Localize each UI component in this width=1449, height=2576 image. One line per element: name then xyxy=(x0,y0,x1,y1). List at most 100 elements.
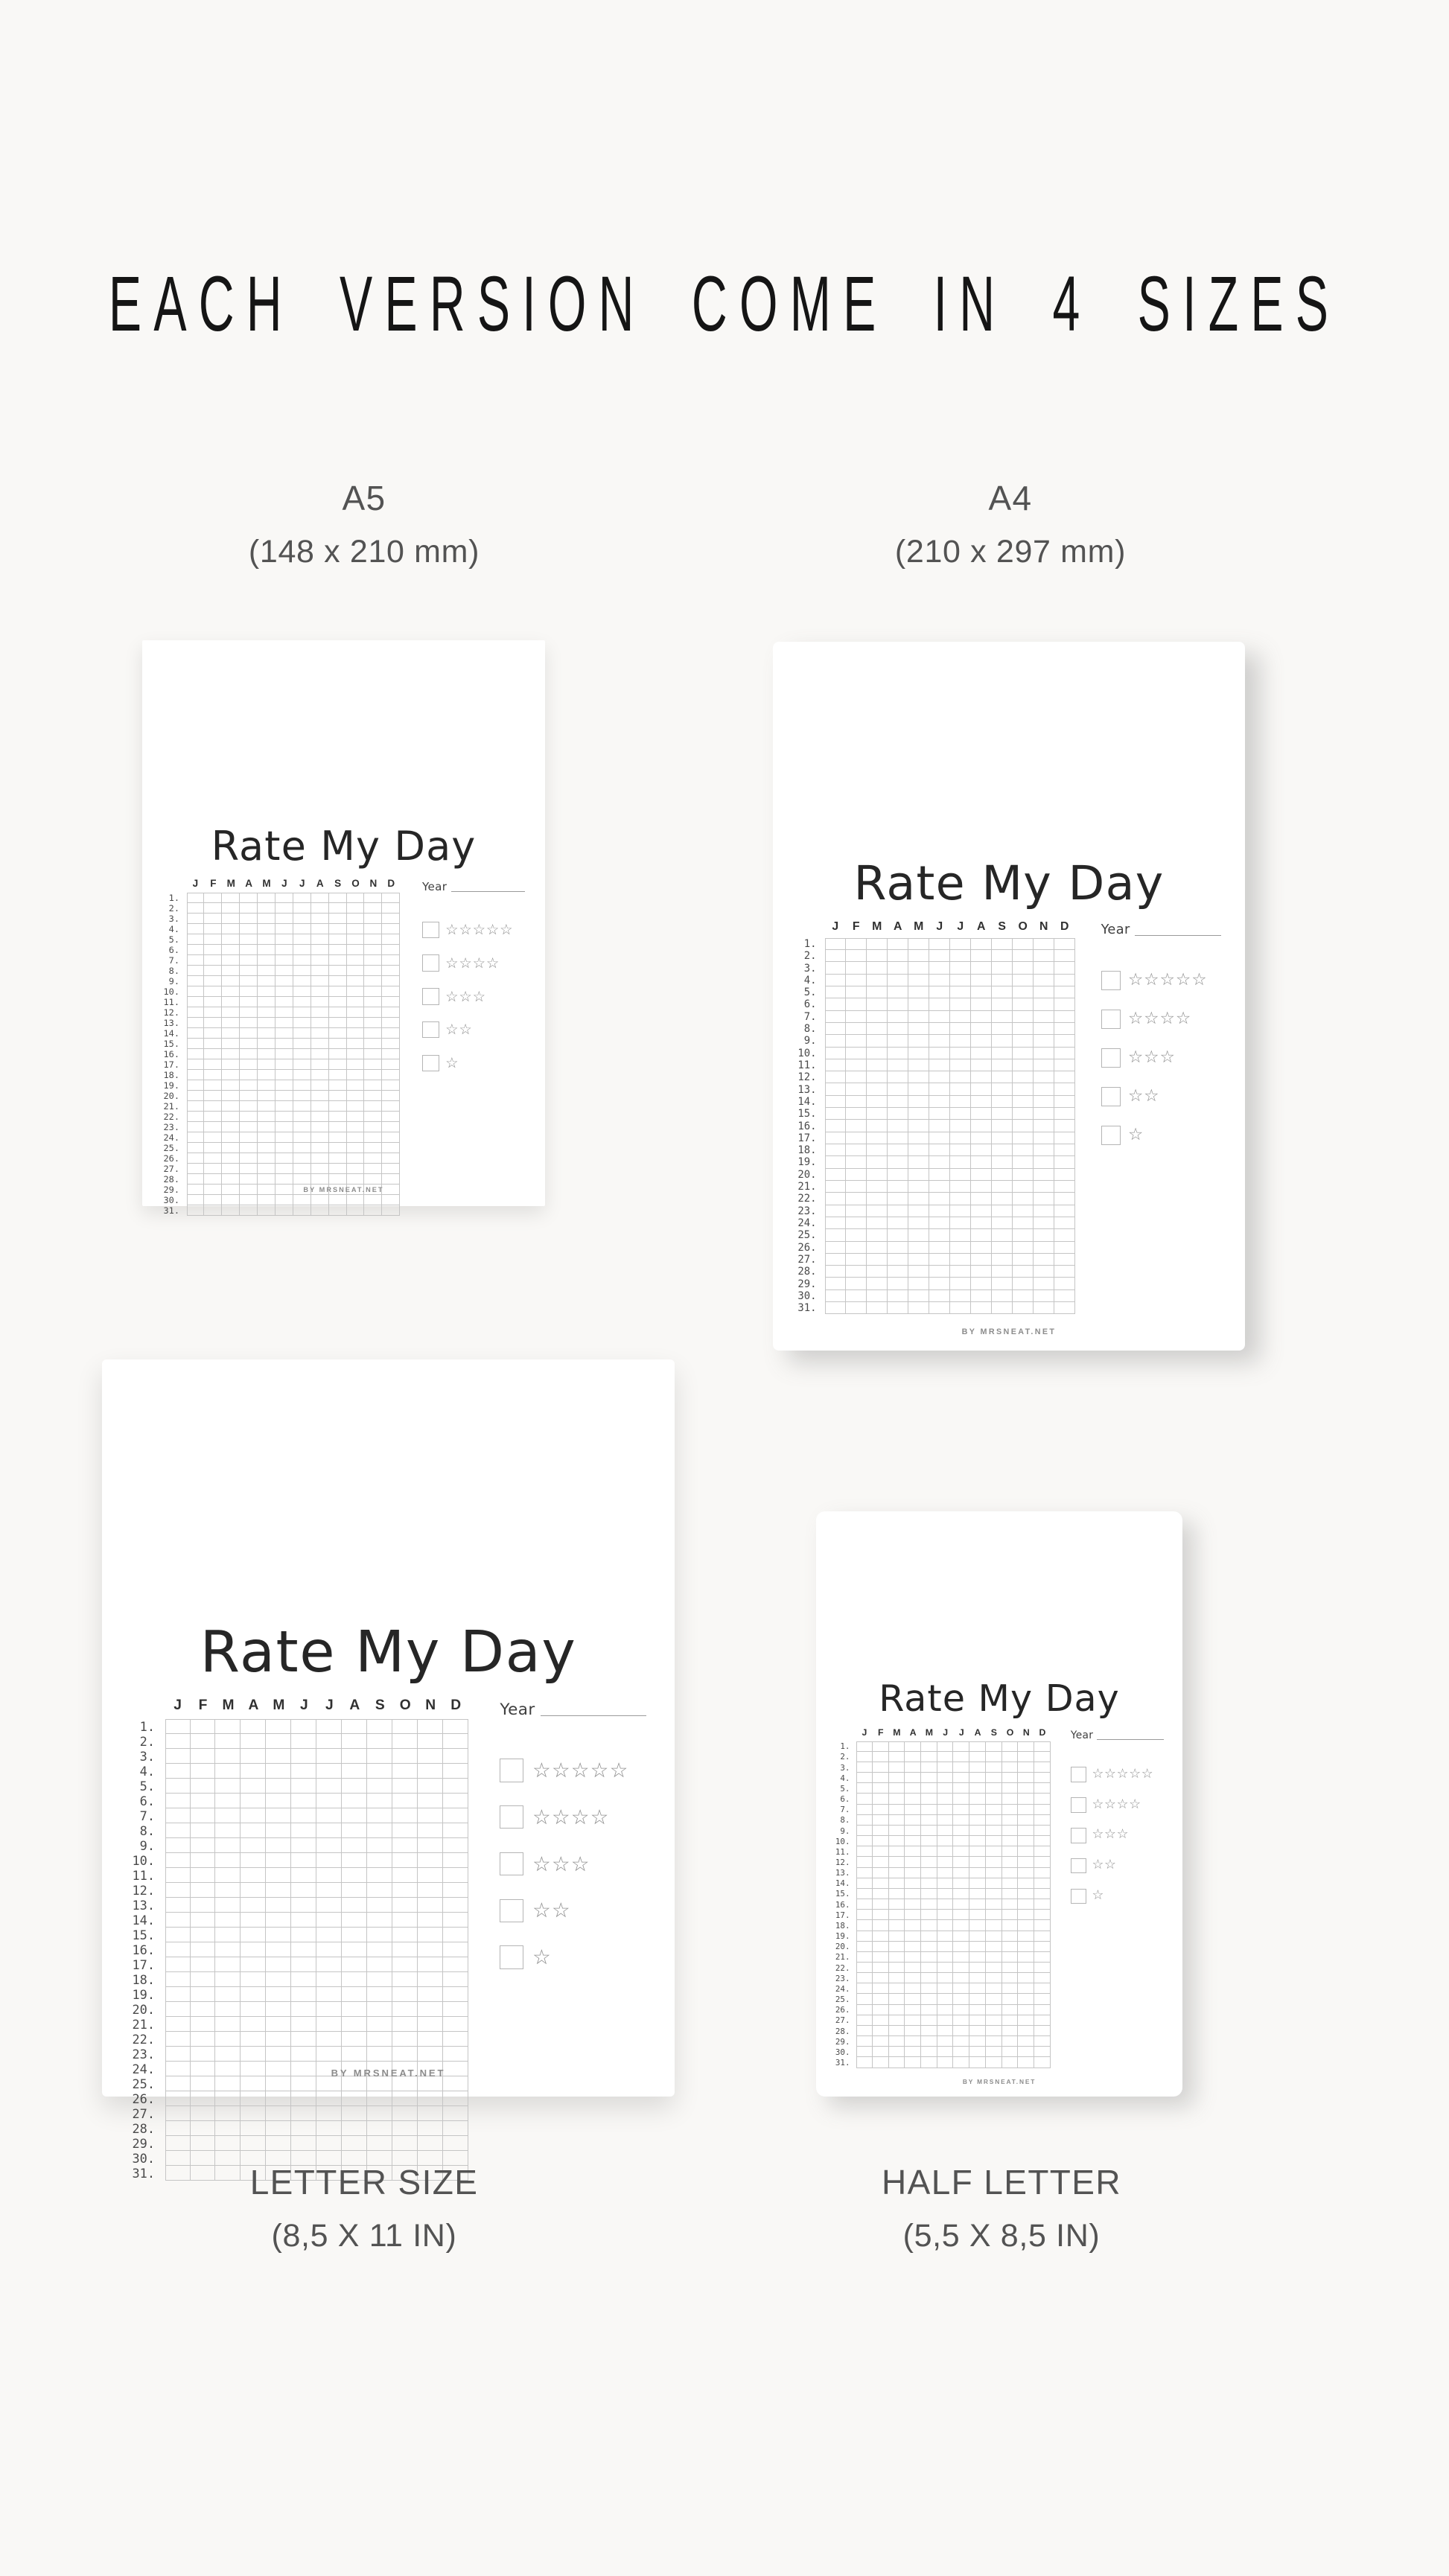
grid-cell xyxy=(970,974,992,986)
grid-cell xyxy=(949,1217,971,1230)
star-icons: ☆ xyxy=(445,1054,459,1072)
grid-cell xyxy=(953,1951,970,1963)
grid-cell xyxy=(382,934,401,946)
grid-cell xyxy=(991,950,1013,963)
month-initial: O xyxy=(1006,1727,1014,1738)
grid-cell xyxy=(888,2036,905,2047)
grid-cell xyxy=(1033,1278,1054,1290)
grid-cell xyxy=(240,976,258,987)
grid-cell xyxy=(190,2091,216,2106)
grid-cell xyxy=(991,1168,1013,1181)
grid-cell xyxy=(364,1070,383,1081)
day-number: 30. xyxy=(132,2150,156,2166)
grid-cell xyxy=(908,1168,929,1181)
month-initial: A xyxy=(976,920,986,934)
grid-cell xyxy=(1054,1289,1075,1303)
grid-cell xyxy=(824,1071,846,1084)
grid-cell xyxy=(845,1083,867,1096)
size-label-half-letter: HALF LETTER (5,5 X 8,5 IN) xyxy=(882,2155,1121,2262)
grid-cell xyxy=(953,1941,970,1952)
grid-cell xyxy=(222,1080,241,1091)
grid-cell xyxy=(872,2047,889,2058)
grid-cell xyxy=(328,1195,347,1206)
rating-legend-row: ☆ xyxy=(1101,1125,1226,1145)
grid-cell xyxy=(887,1156,908,1169)
grid-cell xyxy=(921,1836,937,1847)
grid-cell xyxy=(929,1095,950,1109)
grid-cell xyxy=(970,1168,992,1181)
day-number: 11. xyxy=(132,1867,156,1883)
grid-cell xyxy=(1054,986,1075,999)
grid-cell xyxy=(382,1059,401,1071)
day-number: 26. xyxy=(835,2005,850,2015)
grid-cell xyxy=(316,2001,343,2017)
grid-cell xyxy=(1054,937,1075,951)
grid-cell xyxy=(241,1986,267,2002)
grid-cell xyxy=(1054,998,1075,1011)
grid-cell xyxy=(342,1957,368,1972)
grid-cell xyxy=(872,2036,889,2047)
rating-checkbox xyxy=(500,1852,523,1876)
grid-cell xyxy=(991,998,1013,1011)
grid-cell xyxy=(240,903,258,914)
grid-cell xyxy=(310,1059,329,1071)
grid-cell xyxy=(316,2046,343,2062)
grid-cell xyxy=(856,1783,873,1794)
grid-cell xyxy=(328,1164,347,1175)
grid-cell xyxy=(364,1080,383,1091)
grid-cell xyxy=(186,1143,205,1154)
grid-cell xyxy=(392,1718,418,1734)
grid-cell xyxy=(328,1132,347,1144)
grid-cell xyxy=(953,1920,970,1931)
grid-cell xyxy=(1018,1857,1035,1868)
day-number: 14. xyxy=(797,1095,817,1108)
size-label-letter: LETTER SIZE (8,5 X 11 IN) xyxy=(250,2155,479,2262)
grid-cell xyxy=(240,997,258,1008)
grid-cell xyxy=(856,1920,873,1931)
grid-cell xyxy=(342,1986,368,2002)
grid-cell xyxy=(905,2057,922,2068)
grid-cell xyxy=(364,903,383,914)
grid-cell xyxy=(215,1971,241,1987)
planner-title: Rate My Day xyxy=(200,1619,577,1686)
grid-cell xyxy=(310,1101,329,1112)
grid-cell xyxy=(872,2015,889,2026)
grid-cell xyxy=(866,1010,888,1023)
grid-cell xyxy=(186,1080,205,1091)
grid-cell xyxy=(991,1253,1013,1266)
day-number: 26. xyxy=(797,1241,817,1254)
grid-cell xyxy=(382,945,401,956)
grid-cell xyxy=(346,1164,365,1175)
grid-cell xyxy=(866,1253,888,1266)
grid-cell xyxy=(418,2120,444,2136)
grid-cell xyxy=(921,1920,937,1931)
grid-cell xyxy=(953,1867,970,1878)
grid-cell xyxy=(953,1804,970,1815)
grid-cell xyxy=(1001,1973,1019,1984)
rating-checkbox xyxy=(1101,1009,1121,1029)
grid-cell xyxy=(316,1748,343,1764)
day-number: 2. xyxy=(168,903,179,914)
day-number: 4. xyxy=(168,924,179,935)
grid-cell xyxy=(215,1837,241,1853)
day-number: 2. xyxy=(840,1752,850,1762)
grid-cell xyxy=(291,2135,317,2151)
grid-cell xyxy=(364,1028,383,1039)
watermark-text: BY MRSNEAT.NET xyxy=(961,1327,1057,1336)
grid-cell xyxy=(949,1205,971,1217)
grid-cell xyxy=(1033,962,1054,975)
grid-cell xyxy=(364,1112,383,1123)
grid-cell xyxy=(1033,1047,1054,1059)
grid-cell xyxy=(275,1049,293,1060)
grid-cell xyxy=(866,1144,888,1157)
month-initial: D xyxy=(1039,1727,1046,1738)
star-icons: ☆☆☆☆ xyxy=(1127,1009,1192,1029)
grid-cell xyxy=(222,1059,241,1071)
month-initial: J xyxy=(943,1727,949,1738)
day-number: 25. xyxy=(132,2076,156,2091)
month-initial: M xyxy=(226,878,235,890)
grid-cell xyxy=(991,1278,1013,1290)
day-number: 21. xyxy=(132,2016,156,2032)
day-number: 27. xyxy=(163,1164,179,1175)
